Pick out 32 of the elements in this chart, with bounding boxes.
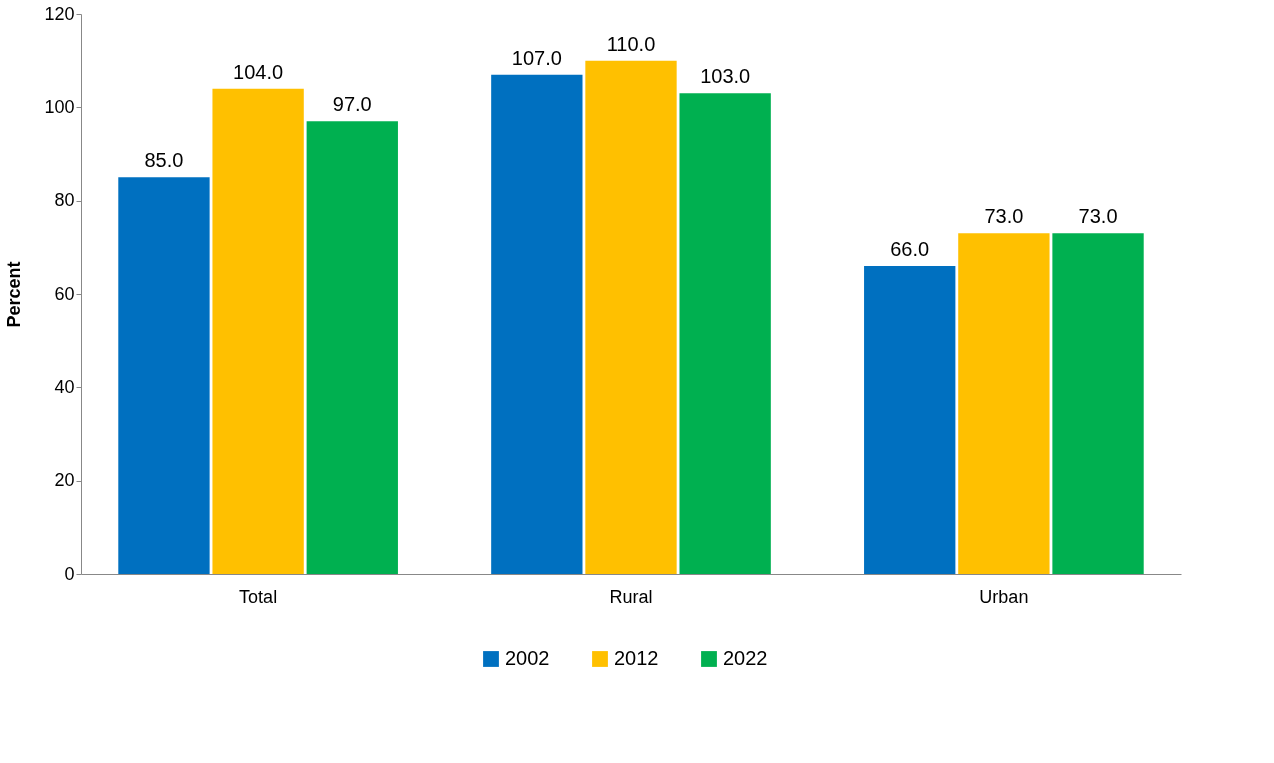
bar [679,93,771,574]
legend-label: 2002 [505,647,550,669]
y-tick-label: 80 [54,190,75,211]
x-tick-label: Total [239,586,278,607]
y-tick-label: 120 [44,3,75,24]
data-label: 73.0 [984,205,1024,228]
y-tick-label: 100 [44,96,75,117]
y-tick-label: 40 [54,376,75,397]
bar [118,177,210,574]
data-label: 73.0 [1078,205,1118,228]
legend-label: 2022 [723,647,768,669]
bar [864,266,956,574]
x-tick-label: Rural [609,586,653,607]
x-tick-label: Urban [979,586,1029,607]
y-axis-title: Percent [4,261,25,328]
data-label: 66.0 [890,238,930,260]
bar [491,74,583,574]
data-label: 110.0 [606,32,656,55]
data-label: 85.0 [144,149,184,172]
bar [1052,233,1144,574]
data-label: 107.0 [511,46,562,69]
bar [958,233,1050,574]
data-label: 97.0 [332,93,372,116]
bar [306,121,398,574]
legend-label: 2012 [614,647,659,669]
data-label: 103.0 [700,65,751,88]
y-tick-label: 60 [54,283,75,304]
bar [212,88,304,574]
y-tick-label: 20 [54,470,75,491]
bar [585,60,677,574]
y-tick-label: 0 [64,563,75,584]
data-label: 104.0 [233,60,284,83]
